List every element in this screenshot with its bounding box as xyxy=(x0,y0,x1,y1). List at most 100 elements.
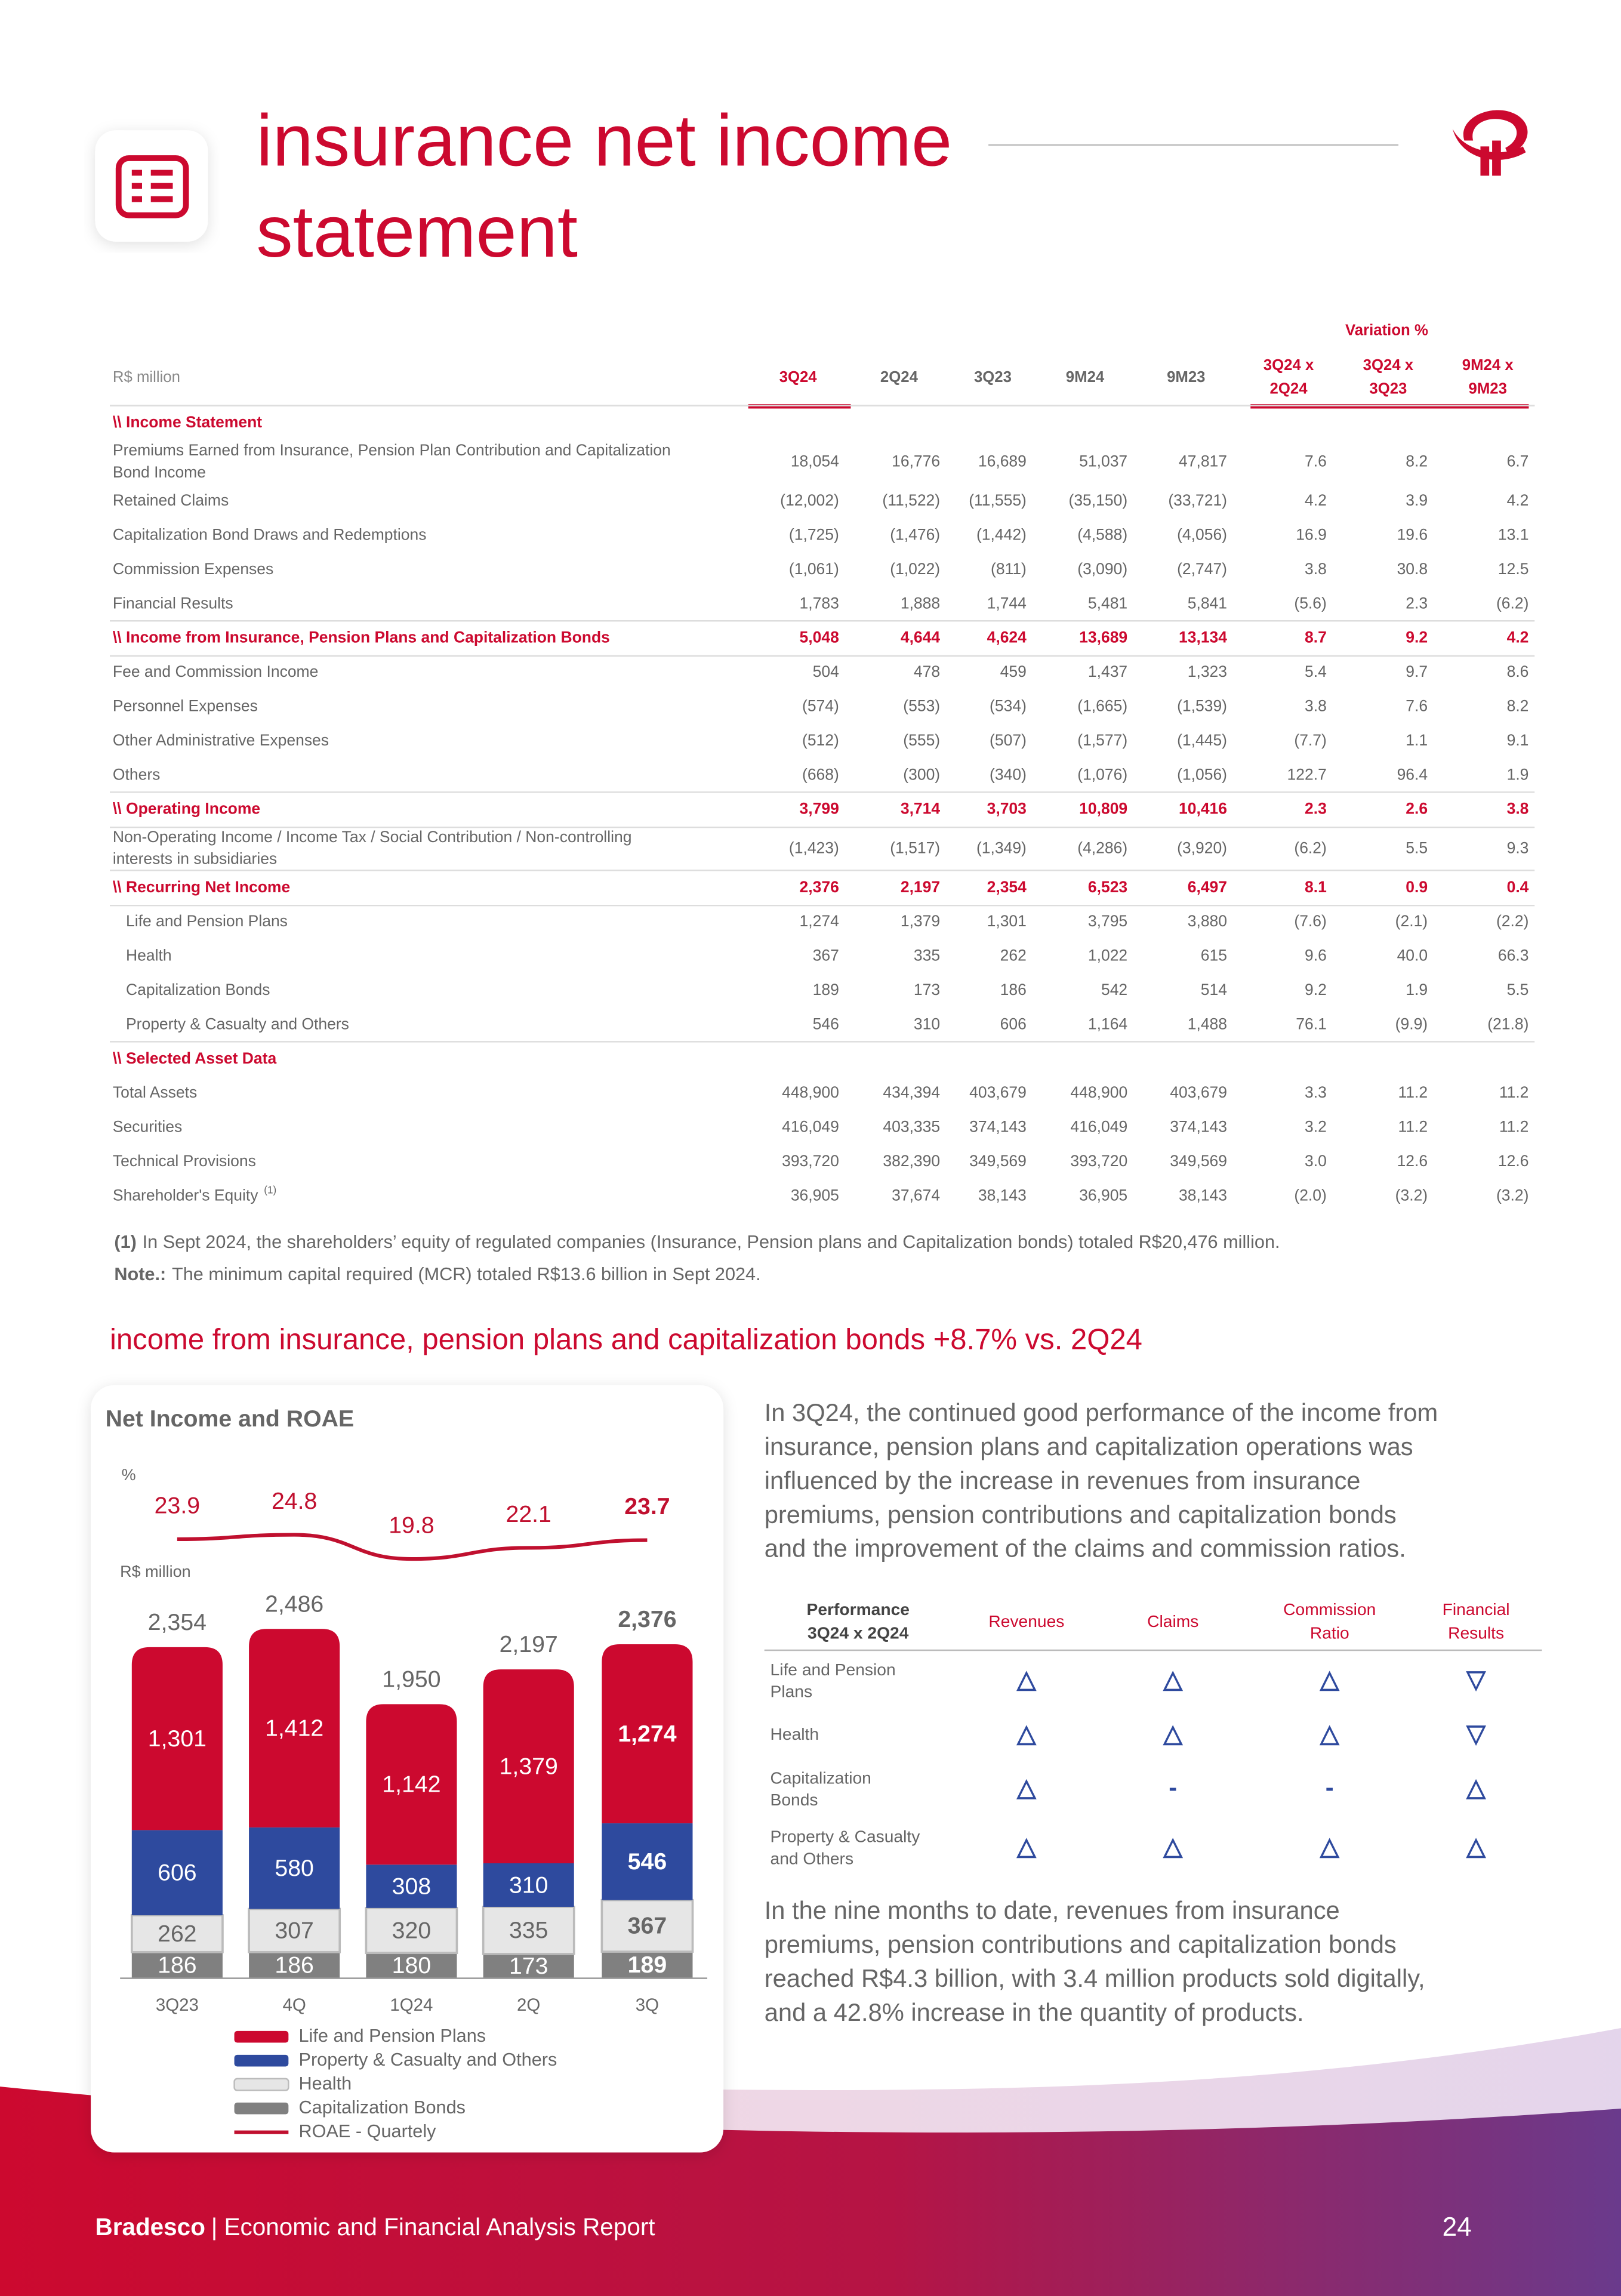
cell: 4.2 xyxy=(1507,491,1529,509)
row-label: \\ Operating Income xyxy=(113,800,260,818)
legend-swatch xyxy=(234,2102,289,2115)
cell: 615 xyxy=(1201,947,1227,964)
cell: 514 xyxy=(1201,981,1227,998)
legend-swatch xyxy=(234,2054,289,2067)
segment-label: 320 xyxy=(392,1917,432,1943)
row-label: Premiums Earned from Insurance, Pension … xyxy=(113,441,671,459)
cell: (4,286) xyxy=(1077,839,1127,856)
cell: 3,880 xyxy=(1188,912,1227,930)
perf-symbol: △ xyxy=(1320,1719,1340,1747)
row-label: Life and Pension Plans xyxy=(126,912,288,930)
cell: (2,747) xyxy=(1177,560,1227,578)
column-header: 3Q23 xyxy=(1369,380,1407,397)
cell: 96.4 xyxy=(1397,765,1428,783)
cell: 16.9 xyxy=(1296,525,1327,543)
note-text: The minimum capital required (MCR) total… xyxy=(172,1264,761,1284)
cell: (574) xyxy=(802,697,839,715)
cell: (4,588) xyxy=(1077,525,1127,543)
cell: 7.6 xyxy=(1305,452,1327,470)
bar-segment xyxy=(366,1864,457,1908)
cell: 19.6 xyxy=(1397,525,1428,543)
cell: (1,517) xyxy=(890,839,940,856)
perf-symbol: △ xyxy=(1016,1832,1037,1860)
perf-symbol: △ xyxy=(1163,1719,1184,1747)
cell: 9.7 xyxy=(1406,662,1428,680)
cell: (300) xyxy=(903,765,940,783)
bar-segment xyxy=(483,1669,574,1863)
perf-symbol: △ xyxy=(1016,1665,1037,1693)
segment-label: 1,379 xyxy=(500,1753,558,1779)
cell: 4.2 xyxy=(1507,628,1529,646)
cell: 349,569 xyxy=(969,1152,1027,1170)
segment-label: 546 xyxy=(628,1848,667,1875)
cell: (6.2) xyxy=(1294,839,1326,856)
segment-label: 186 xyxy=(158,1952,197,1978)
column-header: 9M24 xyxy=(1066,369,1105,386)
perf-header: Commission xyxy=(1283,1600,1376,1619)
cell: 4,624 xyxy=(987,628,1027,646)
perf-header: 3Q24 x 2Q24 xyxy=(808,1623,909,1642)
cell: 459 xyxy=(1000,662,1027,680)
cell: (7.7) xyxy=(1294,731,1326,749)
footer: Bradesco | Economic and Financial Analysi… xyxy=(95,2213,655,2240)
line-label: 23.7 xyxy=(624,1493,670,1520)
cell: 6,523 xyxy=(1088,878,1127,896)
paragraph-line: In 3Q24, the continued good performance … xyxy=(765,1398,1438,1426)
bar-segment xyxy=(366,1953,457,1978)
cell: 2.6 xyxy=(1406,800,1428,818)
bar-segment xyxy=(602,1644,693,1824)
axis-unit: % xyxy=(122,1466,136,1484)
legend-swatch xyxy=(234,2030,289,2043)
row-label: Property & Casualty and Others xyxy=(126,1015,349,1033)
cell: 5,841 xyxy=(1188,594,1227,612)
x-tick-label: 2Q xyxy=(517,1995,540,2015)
paragraph-line: In the nine months to date, revenues fro… xyxy=(765,1896,1340,1924)
cell: 7.6 xyxy=(1406,697,1428,715)
cell: 3,795 xyxy=(1088,912,1127,930)
cell: (340) xyxy=(990,765,1027,783)
paragraph-line: insurance, pension plans and capitalizat… xyxy=(765,1432,1413,1460)
row-label: Shareholder's Equity (1) xyxy=(113,1184,276,1204)
cell: 8.2 xyxy=(1406,452,1428,470)
footnote-ref: (1) xyxy=(264,1184,276,1195)
cell: 1.9 xyxy=(1406,981,1428,998)
cell: 66.3 xyxy=(1498,947,1529,964)
bar-segment xyxy=(600,1899,694,1953)
cell: 3.0 xyxy=(1305,1152,1327,1170)
bar-segment xyxy=(130,1914,224,1953)
perf-symbol: ▽ xyxy=(1466,1665,1487,1693)
cell: 374,143 xyxy=(1170,1118,1227,1136)
cell: 36,905 xyxy=(791,1186,839,1204)
total-label: 2,354 xyxy=(148,1609,207,1635)
line-label: 24.8 xyxy=(272,1488,317,1514)
cell: 6.7 xyxy=(1507,452,1529,470)
cell: 542 xyxy=(1101,981,1127,998)
perf-header: Financial xyxy=(1443,1600,1510,1619)
cell: 403,679 xyxy=(1170,1083,1227,1101)
cell: (2.1) xyxy=(1395,912,1428,930)
x-tick-label: 3Q xyxy=(636,1995,659,2015)
paragraph-line: reached R$4.3 billion, with 3.4 million … xyxy=(765,1964,1425,1992)
perf-row-label: Health xyxy=(771,1724,819,1743)
perf-symbol: △ xyxy=(1466,1773,1487,1801)
column-header: 3Q24 xyxy=(779,369,818,386)
cell: (11,522) xyxy=(882,491,940,509)
segment-label: 606 xyxy=(158,1860,197,1886)
cell: 3.8 xyxy=(1305,560,1327,578)
row-label: Non-Operating Income / Income Tax / Soci… xyxy=(113,828,632,846)
cell: (668) xyxy=(802,765,839,783)
chart-title: Net Income and ROAE xyxy=(106,1406,355,1432)
bar-segment xyxy=(602,1952,693,1978)
footer-report: | Economic and Financial Analysis Report xyxy=(211,2213,655,2240)
cell: 5.5 xyxy=(1507,981,1529,998)
cell: (2.0) xyxy=(1294,1186,1326,1204)
cell: 3,714 xyxy=(901,800,941,818)
bar-segment xyxy=(249,1629,340,1827)
cell: 38,143 xyxy=(1179,1186,1227,1204)
cell: 5.4 xyxy=(1305,662,1327,680)
cell: 2,197 xyxy=(901,878,940,896)
x-tick-label: 3Q23 xyxy=(156,1995,199,2015)
cell: (3,920) xyxy=(1177,839,1227,856)
cell: (21.8) xyxy=(1487,1015,1528,1033)
total-label: 2,197 xyxy=(500,1631,558,1657)
